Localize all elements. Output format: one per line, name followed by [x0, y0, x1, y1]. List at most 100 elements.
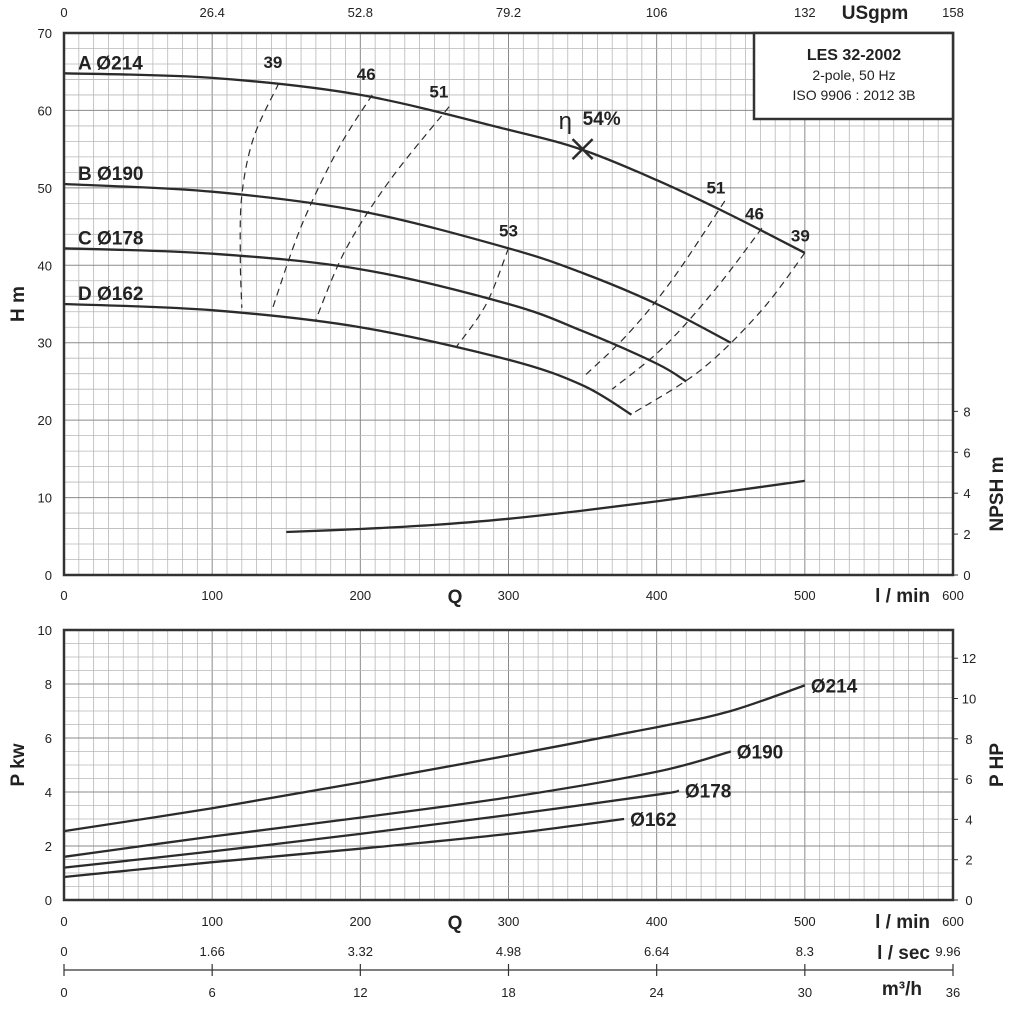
lsec-tick: 4.98	[496, 944, 521, 959]
hp-tick: 10	[962, 692, 976, 707]
power-y-tick: 2	[45, 839, 52, 854]
legend-line2: 2-pole, 50 Hz	[812, 67, 895, 83]
npsh-tick: 2	[963, 527, 970, 542]
head-x-unit: l / min	[875, 586, 930, 607]
power-y-label: P kw	[8, 743, 29, 786]
head-curve-label: C Ø178	[78, 228, 143, 249]
head-curve	[63, 247, 687, 383]
npsh-curve	[286, 479, 805, 534]
efficiency-iso-line	[270, 94, 373, 312]
head-y-tick: 50	[38, 181, 52, 196]
power-curve	[63, 789, 680, 869]
power-curve-label: Ø178	[685, 782, 731, 803]
hp-axis-label: P HP	[987, 743, 1008, 787]
bep-cross-stroke-2	[571, 138, 594, 161]
lsec-tick: 9.96	[935, 944, 960, 959]
efficiency-iso-line	[315, 106, 450, 320]
head-y-label: H m	[8, 286, 29, 322]
efficiency-iso-label: 46	[357, 65, 376, 84]
power-x-tick: 200	[349, 914, 371, 929]
head-curve	[63, 182, 732, 344]
top-axis-tick: 106	[646, 5, 668, 20]
top-axis-tick: 0	[60, 5, 67, 20]
hp-tick: 12	[962, 651, 976, 666]
power-y-tick: 4	[45, 785, 52, 800]
power-panel-grid	[64, 630, 953, 900]
power-x-tick: 400	[646, 914, 668, 929]
power-curve	[63, 817, 625, 879]
bep-eta-symbol: η	[559, 108, 572, 135]
hp-tick: 0	[965, 893, 972, 908]
head-x-tick: 300	[498, 588, 520, 603]
head-x-tick: 400	[646, 588, 668, 603]
m3h-axis-unit: m³/h	[882, 979, 922, 1000]
npsh-tick: 6	[963, 445, 970, 460]
m3h-tick: 18	[501, 985, 515, 1000]
hp-tick: 8	[965, 732, 972, 747]
m3h-tick: 36	[946, 985, 960, 1000]
head-x-tick: 100	[201, 588, 223, 603]
legend-model: LES 32-2002	[807, 47, 901, 64]
efficiency-iso-line	[456, 248, 510, 347]
lsec-tick: 3.32	[348, 944, 373, 959]
power-curve-label: Ø214	[811, 676, 858, 697]
lsec-tick: 0	[60, 944, 67, 959]
power-y-tick: 8	[45, 677, 52, 692]
lsec-tick: 6.64	[644, 944, 669, 959]
bep-marker: η 54%	[559, 108, 621, 161]
power-y-tick: 0	[45, 893, 52, 908]
legend-box-frame	[752, 31, 955, 121]
head-x-symbol: Q	[448, 587, 463, 608]
m3h-tick: 30	[798, 985, 812, 1000]
hp-tick: 4	[965, 812, 972, 827]
hp-tick: 6	[965, 772, 972, 787]
head-x-tick: 0	[60, 588, 67, 603]
power-x-symbol: Q	[448, 913, 463, 934]
power-x-tick: 0	[60, 914, 67, 929]
top-axis-unit: USgpm	[842, 3, 909, 24]
lsec-tick: 1.66	[200, 944, 225, 959]
m3h-tick: 0	[60, 985, 67, 1000]
efficiency-iso-line	[239, 83, 280, 308]
efficiency-iso-label: 46	[745, 205, 764, 224]
efficiency-iso-line	[582, 200, 726, 379]
power-y-tick: 10	[38, 623, 52, 638]
head-curve-label: B Ø190	[78, 164, 143, 185]
npsh-axis-label: NPSH m	[987, 457, 1008, 532]
top-axis-tick: 79.2	[496, 5, 521, 20]
power-x-unit: l / min	[875, 912, 930, 933]
head-y-tick: 70	[38, 26, 52, 41]
power-panel: Ø214 Ø190 Ø178 Ø162	[63, 676, 858, 879]
efficiency-iso-label: 39	[263, 53, 282, 72]
head-curve	[63, 72, 806, 254]
power-curve-label: Ø190	[737, 743, 783, 764]
lsec-axis-unit: l / sec	[877, 943, 930, 964]
hp-tick: 2	[965, 853, 972, 868]
head-y-tick: 40	[38, 258, 52, 273]
m3h-tick: 12	[353, 985, 367, 1000]
power-y-tick: 6	[45, 731, 52, 746]
lsec-tick: 8.3	[796, 944, 814, 959]
top-axis-tick: 132	[794, 5, 816, 20]
npsh-tick: 4	[963, 486, 970, 501]
head-x-tick: 200	[349, 588, 371, 603]
head-x-tick: 500	[794, 588, 816, 603]
efficiency-iso-label: 51	[429, 82, 448, 101]
npsh-tick: 0	[963, 568, 970, 583]
power-x-tick: 600	[942, 914, 964, 929]
npsh-tick: 8	[963, 404, 970, 419]
head-curve-label: A Ø214	[78, 53, 143, 74]
efficiency-iso-label: 39	[791, 226, 810, 245]
head-panel: A Ø214 B Ø190 C Ø178 D Ø162 39 46 51 53 51 46 39	[63, 53, 810, 534]
head-curve-label: D Ø162	[78, 284, 143, 305]
head-x-tick: 600	[942, 588, 964, 603]
head-panel-grid	[64, 33, 953, 575]
power-x-tick: 500	[794, 914, 816, 929]
head-panel-frame	[62, 31, 955, 577]
head-y-tick: 0	[45, 568, 52, 583]
top-axis-tick: 158	[942, 5, 964, 20]
power-panel-frame	[62, 628, 955, 902]
top-axis-tick: 52.8	[348, 5, 373, 20]
